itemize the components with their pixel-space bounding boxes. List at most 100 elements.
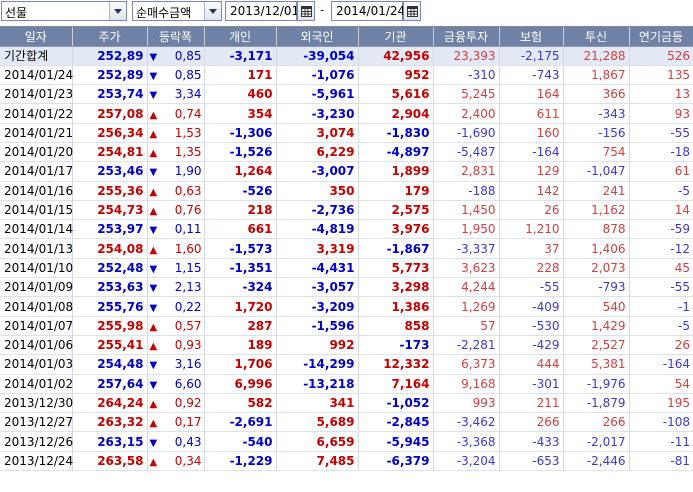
cell-pension: 13 — [629, 84, 693, 105]
cell-investment-trust: 366 — [563, 84, 630, 105]
cell-change: ▲ 0,57 — [147, 316, 205, 336]
table-row[interactable]: 2014/01/22 257,08 ▲ 0,74 354 -3,230 2,904… — [0, 103, 693, 124]
cell-date: 2014/01/21 — [0, 123, 73, 143]
table-row[interactable]: 2014/01/15 254,73 ▲ 0,76 218 -2,736 2,575… — [0, 200, 693, 221]
table-row[interactable]: 2013/12/24 263,58 ▲ 0,34 -1,229 7,485 -6,… — [0, 451, 693, 472]
column-header-foreign[interactable]: 외국인 — [276, 27, 359, 47]
cell-institution: 42,956 — [358, 46, 434, 66]
cell-individual: 1,720 — [204, 296, 277, 317]
cell-individual: -526 — [204, 181, 277, 201]
cell-change: ▼ 2,13 — [147, 277, 205, 298]
cell-financial-investment: -3,368 — [433, 431, 500, 452]
column-header-change[interactable]: 등락폭 — [147, 27, 205, 47]
cell-change-value: 0,93 — [174, 338, 202, 353]
column-header-investment-trust[interactable]: 투신 — [563, 27, 630, 47]
column-header-financial-investment[interactable]: 금융투자 — [433, 27, 500, 47]
cell-insurance: -429 — [499, 335, 564, 356]
table-row[interactable]: 2014/01/09 253,63 ▼ 2,13 -324 -3,057 3,29… — [0, 277, 693, 298]
column-header-date[interactable]: 일자 — [0, 27, 73, 47]
table-row[interactable]: 2014/01/13 254,08 ▲ 1,60 -1,573 3,319 -1,… — [0, 238, 693, 259]
toolbar: 선물 순매수금액 2013/12/01 - 2014/01/24 — [0, 0, 693, 24]
triangle-down-icon: ▼ — [149, 90, 158, 102]
cell-financial-investment: -188 — [433, 181, 500, 201]
table-row[interactable]: 2014/01/20 254,81 ▲ 1,35 -1,526 6,229 -4,… — [0, 142, 693, 163]
table-row[interactable]: 2014/01/24 252,89 ▼ 0,85 171 -1,076 952 -… — [0, 65, 693, 86]
cell-date: 2014/01/06 — [0, 335, 73, 356]
cell-financial-investment: 1,950 — [433, 219, 500, 240]
column-header-insurance[interactable]: 보험 — [499, 27, 564, 47]
table-row[interactable]: 2014/01/23 253,74 ▼ 3,34 460 -5,961 5,616… — [0, 84, 693, 105]
chevron-down-icon[interactable] — [109, 2, 126, 20]
cell-insurance: 611 — [499, 103, 564, 124]
cell-financial-investment: -3,337 — [433, 238, 500, 259]
cell-foreign: -1,076 — [276, 65, 359, 86]
cell-insurance: -433 — [499, 431, 564, 452]
column-header-institution[interactable]: 기관 — [358, 27, 434, 47]
cell-change-value: 0,63 — [174, 183, 202, 198]
cell-change-value: 1,60 — [174, 241, 202, 256]
cell-individual: 354 — [204, 103, 277, 124]
table-row[interactable]: 2014/01/07 255,98 ▲ 0,57 287 -1,596 858 5… — [0, 316, 693, 336]
table-row[interactable]: 2013/12/26 263,15 ▼ 0,43 -540 6,659 -5,94… — [0, 431, 693, 452]
cell-pension: -12 — [629, 238, 693, 259]
cell-financial-investment: 6,373 — [433, 354, 500, 375]
cell-change: ▼ 6,60 — [147, 374, 205, 394]
cell-pension: -11 — [629, 431, 693, 452]
cell-change: ▼ 0,22 — [147, 296, 205, 317]
table-row[interactable]: 2014/01/21 256,34 ▲ 1,53 -1,306 3,074 -1,… — [0, 123, 693, 143]
column-header-individual[interactable]: 개인 — [204, 27, 277, 47]
cell-institution: -6,379 — [358, 451, 434, 472]
cell-price: 252,89 — [72, 46, 148, 66]
cell-individual: -540 — [204, 431, 277, 452]
cell-financial-investment: -3,462 — [433, 412, 500, 433]
cell-date: 2014/01/08 — [0, 296, 73, 317]
market-select-value: 선물 — [5, 6, 28, 20]
cell-institution: -1,052 — [358, 393, 434, 414]
end-calendar-button[interactable] — [403, 1, 421, 21]
cell-financial-investment: 1,269 — [433, 296, 500, 317]
table-row[interactable]: 2014/01/03 254,48 ▼ 3,16 1,706 -14,299 12… — [0, 354, 693, 375]
calendar-icon — [407, 6, 418, 17]
cell-foreign: -3,057 — [276, 277, 359, 298]
triangle-up-icon: ▲ — [149, 206, 158, 218]
table-row[interactable]: 2014/01/16 255,36 ▲ 0,63 -526 350 179 -18… — [0, 181, 693, 201]
cell-date: 2014/01/07 — [0, 316, 73, 336]
cell-change-value: 1,15 — [174, 260, 202, 275]
triangle-up-icon: ▲ — [149, 109, 158, 121]
table-row[interactable]: 2013/12/30 264,24 ▲ 0,92 582 341 -1,052 9… — [0, 393, 693, 414]
cell-change: ▲ 1,60 — [147, 238, 205, 259]
cell-insurance: 26 — [499, 200, 564, 221]
cell-insurance: -164 — [499, 142, 564, 163]
cell-investment-trust: 5,381 — [563, 354, 630, 375]
end-date-field[interactable]: 2014/01/24 — [331, 1, 405, 21]
cell-investment-trust: 878 — [563, 219, 630, 240]
table-row[interactable]: 2014/01/17 253,46 ▼ 1,90 1,264 -3,007 1,8… — [0, 161, 693, 182]
table-row[interactable]: 2014/01/08 255,76 ▼ 0,22 1,720 -3,209 1,3… — [0, 296, 693, 317]
table-row[interactable]: 2014/01/10 252,48 ▼ 1,15 -1,351 -4,431 5,… — [0, 258, 693, 279]
cell-price: 264,24 — [72, 393, 148, 414]
table-row[interactable]: 2014/01/14 253,97 ▼ 0,11 661 -4,819 3,976… — [0, 219, 693, 240]
column-header-pension[interactable]: 연기금등 — [629, 27, 693, 47]
cell-date: 2013/12/26 — [0, 431, 73, 452]
triangle-up-icon: ▲ — [149, 128, 158, 140]
market-select[interactable]: 선물 — [1, 1, 127, 21]
table-row[interactable]: 2014/01/02 257,64 ▼ 6,60 6,996 -13,218 7,… — [0, 374, 693, 394]
start-date-field[interactable]: 2013/12/01 — [225, 1, 299, 21]
cell-price: 256,34 — [72, 123, 148, 143]
cell-insurance: 142 — [499, 181, 564, 201]
cell-pension: 93 — [629, 103, 693, 124]
table-row[interactable]: 2013/12/27 263,32 ▲ 0,17 -2,691 5,689 -2,… — [0, 412, 693, 433]
cell-institution: -1,867 — [358, 238, 434, 259]
cell-insurance: -2,175 — [499, 46, 564, 66]
cell-price: 263,15 — [72, 431, 148, 452]
column-header-price[interactable]: 주가 — [72, 27, 148, 47]
cell-foreign: 7,485 — [276, 451, 359, 472]
start-calendar-button[interactable] — [297, 1, 315, 21]
cell-insurance: -530 — [499, 316, 564, 336]
chevron-down-icon[interactable] — [204, 2, 221, 20]
type-select[interactable]: 순매수금액 — [132, 1, 222, 21]
table-row[interactable]: 2014/01/06 255,41 ▲ 0,93 189 992 -173 -2,… — [0, 335, 693, 356]
cell-date: 2014/01/23 — [0, 84, 73, 105]
period-total-row[interactable]: 기간합계 252,89 ▼ 0,85 -3,171 -39,054 42,956 … — [0, 46, 693, 66]
cell-insurance: -409 — [499, 296, 564, 317]
